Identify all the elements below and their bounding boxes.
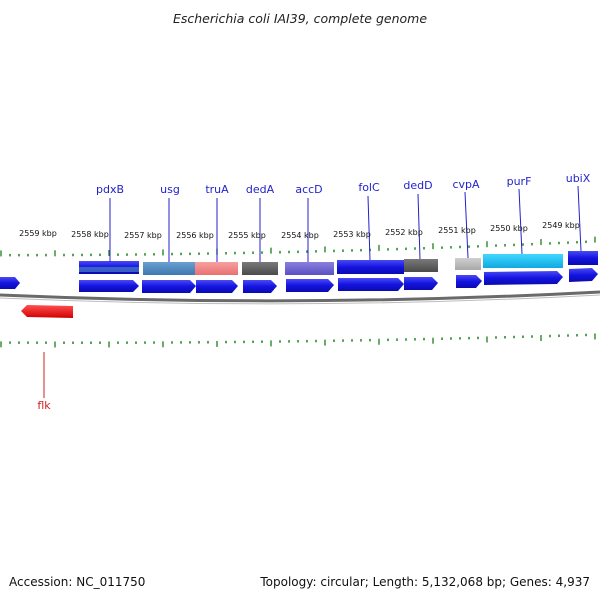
gene-arrow-purF <box>484 271 563 285</box>
gene-leader-lines <box>43 185 582 398</box>
gene-arrow-ubiX <box>569 268 598 282</box>
gene-arrow-flk <box>21 305 73 318</box>
gene-label-usg: usg <box>160 183 180 196</box>
gene-label-ubiX: ubiX <box>566 172 591 185</box>
genome-backbone <box>0 290 600 303</box>
kbp-label: 2558 kbp <box>71 230 109 239</box>
gene-arrow-usg <box>142 280 196 293</box>
kbp-label: 2554 kbp <box>281 231 319 240</box>
kbp-label: 2555 kbp <box>228 231 266 240</box>
kbp-label: 2551 kbp <box>438 226 476 235</box>
gene-arrow-dedD <box>404 277 438 290</box>
gene-arrow-accD <box>286 279 334 292</box>
gene-arrow-truA <box>196 280 238 293</box>
cog-bars <box>79 251 598 275</box>
kbp-label: 2549 kbp <box>542 221 580 230</box>
forward-genes <box>0 268 598 293</box>
cog-bar-dedA <box>242 262 278 275</box>
genome-summary: Topology: circular; Length: 5,132,068 bp… <box>260 575 590 589</box>
gene-label-truA: truA <box>205 183 229 196</box>
gene-arrow-dedA <box>243 280 277 293</box>
gene-label-purF: purF <box>507 175 532 188</box>
cog-bar-purF <box>483 254 563 268</box>
inner-tick-ring <box>0 333 596 348</box>
kbp-label: 2559 kbp <box>19 229 57 238</box>
kbp-labels: 2559 kbp 2558 kbp 2557 kbp 2556 kbp 2555… <box>19 221 580 240</box>
kbp-label: 2550 kbp <box>490 224 528 233</box>
cog-bar-ubiX <box>568 251 598 265</box>
map-title: Escherichia coli IAI39, complete genome <box>172 11 428 26</box>
cog-bar-accD <box>285 262 334 275</box>
kbp-label: 2556 kbp <box>176 231 214 240</box>
gene-label-folC: folC <box>358 181 380 194</box>
gene-arrow-left-edge <box>0 277 20 289</box>
cog-bar-truA <box>195 262 238 275</box>
gene-label-pdxB: pdxB <box>96 183 124 196</box>
kbp-label: 2557 kbp <box>124 231 162 240</box>
gene-label-flk: flk <box>37 399 51 412</box>
kbp-label: 2552 kbp <box>385 228 423 237</box>
accession-label: Accession: NC_011750 <box>9 575 146 589</box>
kbp-label: 2553 kbp <box>333 230 371 239</box>
gene-arrow-cvpA <box>456 275 482 288</box>
cog-bar-folC <box>337 260 404 274</box>
gene-labels: pdxB usg truA dedA accD folC dedD cvpA p… <box>37 172 590 412</box>
outer-tick-ring <box>0 236 596 257</box>
gene-arrow-pdxB <box>79 280 139 292</box>
gene-label-cvpA: cvpA <box>452 178 480 191</box>
gene-arrow-folC <box>338 278 404 291</box>
gene-label-dedA: dedA <box>246 183 275 196</box>
cog-bar-dedD <box>404 259 438 272</box>
gene-label-dedD: dedD <box>403 179 432 192</box>
cog-bar-usg <box>143 262 195 275</box>
cog-bar-cvpA <box>455 258 481 270</box>
gene-label-accD: accD <box>295 183 322 196</box>
